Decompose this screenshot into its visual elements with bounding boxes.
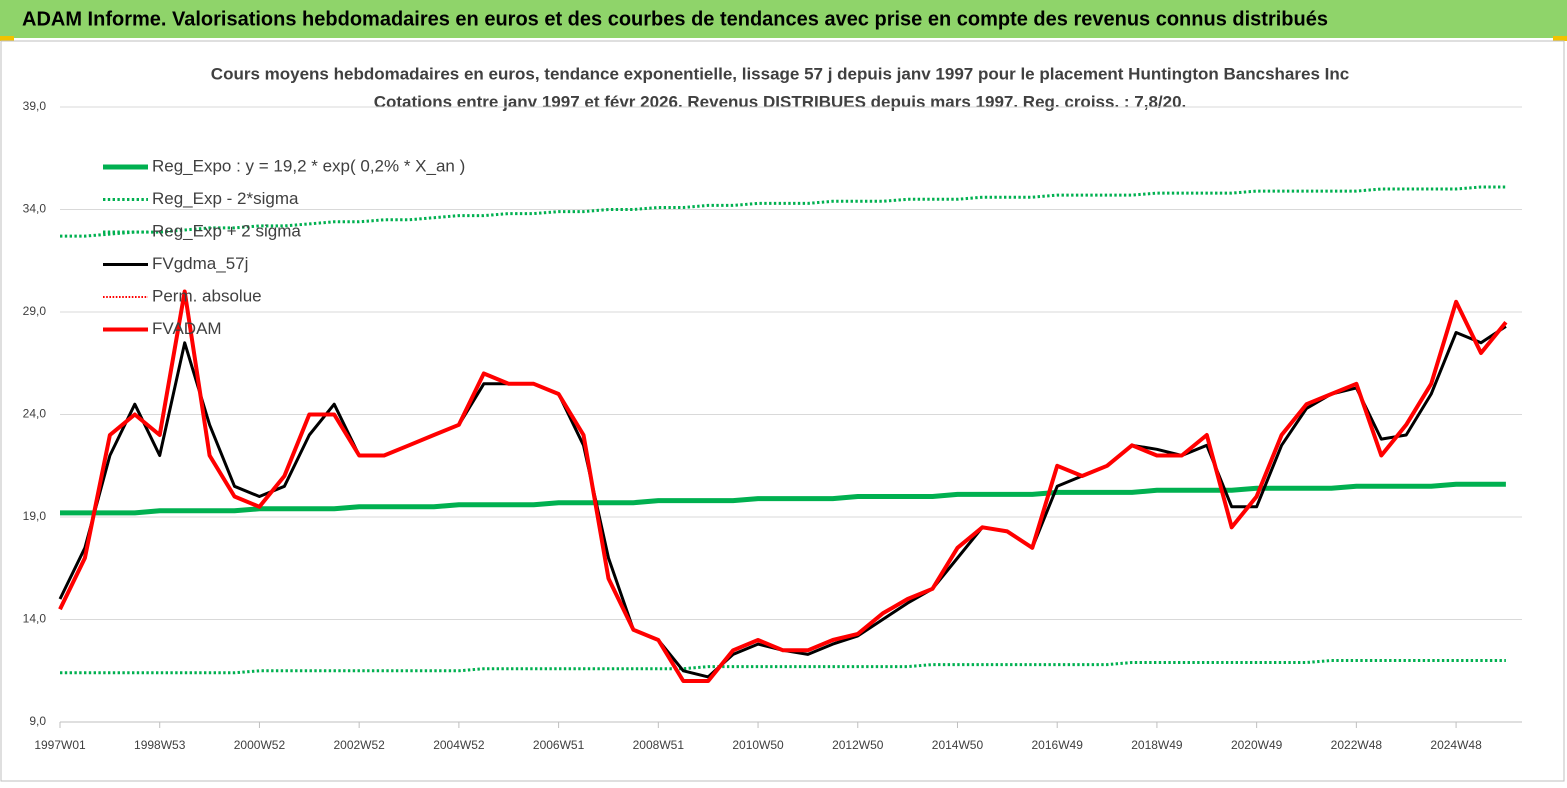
x-tick-label: 2010W50 [732, 738, 784, 752]
x-tick-label: 2004W52 [433, 738, 485, 752]
page-title: ADAM Informe. Valorisations hebdomadaire… [22, 8, 1328, 30]
corner [0, 36, 14, 41]
x-tick-label: 2002W52 [333, 738, 385, 752]
x-tick-label: 2018W49 [1131, 738, 1183, 752]
series-line [58, 325, 1507, 679]
x-tick-label: 2020W49 [1231, 738, 1283, 752]
x-tick-label: 2012W50 [832, 738, 884, 752]
legend-label: Reg_Exp + 2 sigma [152, 221, 301, 240]
title-bar [0, 0, 1567, 38]
chart-title: Cours moyens hebdomadaires en euros, ten… [211, 64, 1349, 83]
y-tick-label: 19,0 [23, 509, 47, 523]
legend-label: FVADAM [152, 319, 222, 338]
x-tick-label: 1997W01 [34, 738, 86, 752]
y-tick-label: 24,0 [23, 407, 47, 421]
x-tick-label: 2008W51 [633, 738, 685, 752]
series-line [58, 289, 1508, 683]
legend-label: Reg_Expo : y = 19,2 * exp( 0,2% * X_an ) [152, 156, 465, 175]
series-line [60, 659, 1506, 675]
corner [1553, 36, 1567, 41]
x-tick-label: 2022W48 [1331, 738, 1383, 752]
chart-subtitle: Cotations entre janv 1997 et févr 2026. … [374, 92, 1187, 111]
series-line [60, 185, 1506, 238]
x-tick-label: 1998W53 [134, 738, 186, 752]
legend-label: FVgdma_57j [152, 254, 248, 273]
x-tick-label: 2016W49 [1032, 738, 1084, 752]
x-tick-label: 2024W48 [1430, 738, 1482, 752]
y-tick-label: 14,0 [23, 612, 47, 626]
y-tick-label: 29,0 [23, 304, 47, 318]
y-tick-label: 34,0 [23, 202, 47, 216]
x-tick-label: 2006W51 [533, 738, 585, 752]
frame [0, 40, 1565, 782]
legend-label: Perm. absolue [152, 286, 262, 305]
x-tick-label: 2000W52 [234, 738, 286, 752]
y-tick-label: 39,0 [23, 99, 47, 113]
legend-label: Reg_Exp - 2*sigma [152, 189, 299, 208]
y-tick-label: 9,0 [29, 714, 46, 728]
x-tick-label: 2014W50 [932, 738, 984, 752]
